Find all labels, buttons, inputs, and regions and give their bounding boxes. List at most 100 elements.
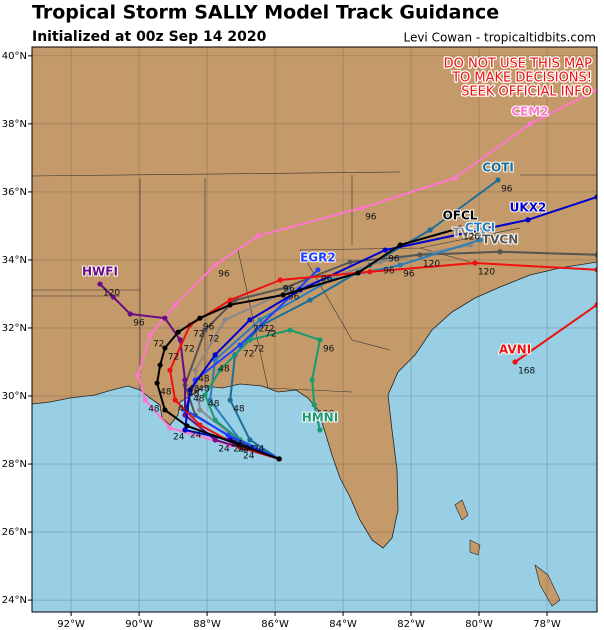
model-name: OFCL: [443, 208, 478, 222]
model-name: EGR2: [300, 250, 336, 264]
track-point: [227, 397, 233, 403]
track-point: [594, 87, 597, 93]
forecast-hour: 72: [168, 353, 179, 363]
axis-ticks: 92°W 90°W 88°W 86°W 84°W 82°W 80°W 78°W 40°N 38°N…: [2, 51, 561, 630]
track-point: [162, 345, 168, 351]
model-track: [154, 225, 463, 462]
lat-tick-label: 24°N: [2, 595, 27, 606]
track-point: [477, 237, 483, 243]
track-point: [347, 259, 353, 265]
track-point: [359, 205, 365, 211]
forecast-hour: 24: [243, 444, 255, 454]
track-point: [452, 175, 458, 181]
lon-tick-label: 90°W: [125, 619, 153, 630]
forecast-hour: 48: [198, 375, 210, 385]
forecast-hour: 120: [103, 289, 120, 299]
track-point: [282, 285, 288, 291]
lat-tick-label: 32°N: [2, 323, 27, 334]
track-point: [276, 456, 282, 462]
track-point: [237, 442, 243, 448]
forecast-hour: 96: [323, 344, 335, 354]
forecast-hour: 120: [463, 232, 480, 242]
forecast-hour: 72: [183, 344, 194, 354]
forecast-hour: 72: [263, 324, 274, 334]
track-point: [197, 407, 203, 413]
subtitle: Initialized at 00z Sep 14 2020: [32, 29, 267, 45]
model-track: [202, 327, 323, 462]
track-point: [397, 262, 403, 268]
track-point: [311, 402, 317, 408]
model-name: HMNI: [302, 411, 339, 425]
forecast-hour: 48: [208, 399, 220, 409]
warning: DO NOT USE THIS MAP TO MAKE DECISIONS! S…: [442, 55, 593, 101]
track-point: [197, 422, 203, 428]
track-point: [192, 367, 198, 373]
track-point: [594, 302, 597, 308]
model-name: CTCI: [465, 220, 495, 234]
track-line: [156, 227, 461, 460]
forecast-hour: 96: [133, 319, 145, 329]
forecast-hour: 48: [188, 390, 200, 400]
warning-line: DO NOT USE THIS MAP: [444, 57, 593, 72]
track-point: [212, 352, 218, 358]
forecast-hour: 120: [317, 409, 334, 419]
track-point: [367, 269, 373, 275]
model-name: HWFI: [82, 265, 118, 279]
map-area: 2448729696CEM224487296COTI4896TVCX244872…: [32, 47, 597, 612]
forecast-hour: 24: [218, 444, 230, 454]
track-point: [202, 392, 208, 398]
model-name: CEM2: [511, 104, 548, 118]
track-point: [280, 292, 286, 298]
track-point: [277, 277, 283, 283]
lat-tick-label: 28°N: [2, 459, 27, 470]
model-name: AVNI: [499, 342, 531, 356]
track-point: [167, 367, 173, 373]
track-point: [187, 387, 193, 393]
forecast-hour: 48: [198, 385, 210, 395]
track-point: [355, 270, 361, 276]
forecast-hour: 48: [188, 385, 200, 395]
forecast-hour: 120: [478, 267, 495, 277]
track-point: [417, 252, 423, 258]
warning-line: SEEK OFFICIAL INFO: [461, 85, 592, 100]
track-point: [457, 225, 463, 231]
track-point: [212, 262, 218, 268]
forecast-hour: 72: [253, 324, 264, 334]
model-name: TVCN: [482, 232, 518, 246]
lat-tick-label: 30°N: [2, 391, 27, 402]
track-point: [217, 367, 223, 373]
track-point: [212, 437, 218, 443]
track-line: [209, 238, 481, 460]
track-point: [594, 194, 597, 200]
forecast-hour: 96: [288, 292, 300, 302]
track-point: [382, 247, 388, 253]
map-frame: [31, 46, 598, 613]
credit: Levi Cowan - tropicaltidbits.com: [403, 31, 596, 45]
warning-line: TO MAKE DECISIONS!: [451, 71, 592, 86]
lat-tick-label: 38°N: [2, 119, 27, 130]
forecast-hour: 72: [153, 340, 164, 350]
forecast-hour: 168: [518, 366, 535, 376]
lat-tick-label: 34°N: [2, 255, 27, 266]
forecast-hour: 24: [173, 432, 185, 442]
track-point: [172, 302, 178, 308]
track-point: [317, 427, 323, 433]
lat-tick-label: 36°N: [2, 187, 27, 198]
island: [454, 499, 561, 607]
track-point: [309, 377, 315, 383]
track-line: [184, 196, 597, 460]
track-point: [162, 315, 168, 321]
track-point: [97, 281, 103, 287]
forecast-hour: 96: [403, 270, 415, 280]
lon-tick-label: 86°W: [261, 619, 289, 630]
forecast-hour: 96: [203, 323, 215, 333]
track-point: [182, 427, 188, 433]
forecast-hour: 24: [243, 452, 255, 462]
forecast-hour: 48: [218, 364, 230, 374]
track-point: [257, 317, 263, 323]
track-point: [197, 315, 203, 321]
forecast-hour: 48: [193, 394, 205, 404]
track-point: [512, 359, 518, 365]
forecast-hour: 96: [218, 270, 230, 280]
